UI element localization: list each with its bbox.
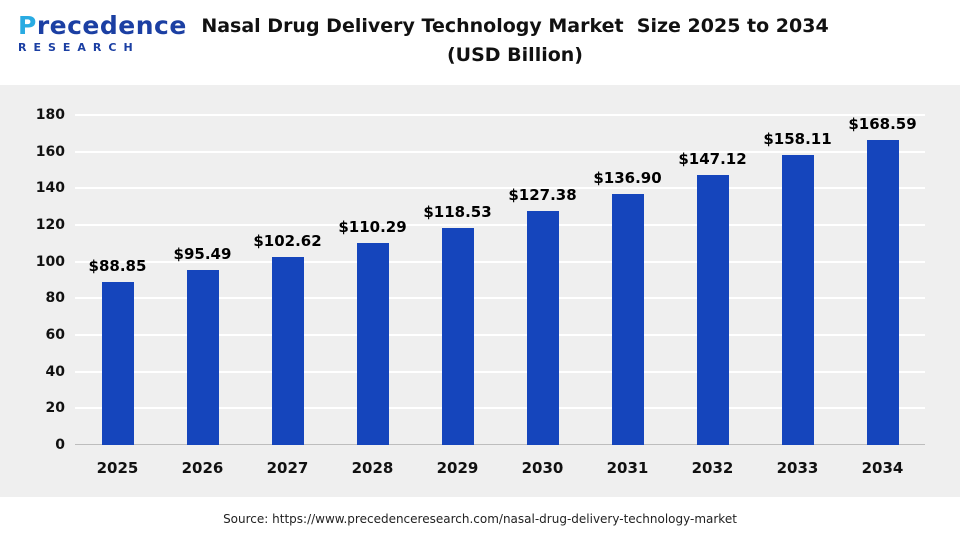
source-text: Source: https://www.precedenceresearch.c… xyxy=(223,511,737,526)
y-tick-label: 160 xyxy=(35,143,65,160)
gridline xyxy=(75,297,925,300)
x-tick-label: 2031 xyxy=(606,459,649,477)
gridline xyxy=(75,334,925,336)
x-tick-label: 2034 xyxy=(861,459,904,477)
y-tick-label: 60 xyxy=(45,327,65,343)
precedence-research-logo: Precedence RESEARCH xyxy=(18,13,187,53)
y-tick-label: 140 xyxy=(35,180,65,197)
x-tick-label: 2028 xyxy=(351,459,394,477)
x-axis-labels: 2025 2026 2027 2028 2029 2030 2031 2032 2033 2034 xyxy=(75,445,925,477)
x-tick-label: 2030 xyxy=(521,459,564,477)
x-tick-label: 2032 xyxy=(691,459,734,477)
bar-value-label: $118.53 xyxy=(423,202,492,221)
gridline xyxy=(75,187,925,190)
bar-value-label: $102.62 xyxy=(253,231,322,250)
bar-column: $136.90 xyxy=(585,115,670,445)
bar-column: $127.38 xyxy=(500,115,585,445)
bar-value-label: $136.90 xyxy=(593,169,662,188)
y-tick-label: 20 xyxy=(45,400,65,417)
chart-title-line2: (USD Billion) xyxy=(447,44,583,67)
plot-stack: $88.85 $95.49 $102.62 $110.29 $118.53 $127.38… xyxy=(75,114,925,477)
bar xyxy=(441,227,474,445)
header: Precedence RESEARCH Nasal Drug Delivery … xyxy=(0,0,960,85)
gridline xyxy=(75,224,925,226)
y-tick-label: 0 xyxy=(55,437,65,453)
bar xyxy=(781,155,814,445)
bar xyxy=(271,256,304,445)
y-tick-label: 180 xyxy=(35,107,65,123)
x-tick-label: 2033 xyxy=(776,459,819,477)
chart-title-line1: Nasal Drug Delivery Technology Market Si… xyxy=(201,15,829,37)
bar-column: $102.62 xyxy=(245,115,330,445)
bar-value-label: $158.11 xyxy=(763,130,832,149)
y-tick-label: 80 xyxy=(45,290,65,307)
bar xyxy=(101,282,134,445)
x-axis-line xyxy=(75,444,925,445)
x-tick-label: 2029 xyxy=(436,459,479,477)
gridline xyxy=(75,260,925,263)
plot-area: $88.85 $95.49 $102.62 $110.29 $118.53 $127.38… xyxy=(75,114,925,445)
bar-column: $158.11 xyxy=(755,115,840,445)
bar-column: $118.53 xyxy=(415,115,500,445)
bar-value-label: $168.59 xyxy=(848,115,917,133)
bar xyxy=(866,140,899,445)
bar-column: $95.49 xyxy=(160,115,245,445)
bar-value-label: $95.49 xyxy=(173,244,232,263)
bar-value-label: $147.12 xyxy=(678,150,747,169)
y-axis: 0 20 40 60 80 100 120 140 160 180 xyxy=(20,107,75,453)
x-tick-label: 2026 xyxy=(181,459,224,477)
bar-column: $147.12 xyxy=(670,115,755,445)
bar xyxy=(611,194,644,445)
gridline xyxy=(75,407,925,410)
bar-column: $168.59 xyxy=(840,115,925,445)
gridline xyxy=(75,150,925,153)
bar xyxy=(186,269,219,445)
y-tick-label: 40 xyxy=(45,363,65,380)
bar-value-label: $127.38 xyxy=(508,186,577,205)
x-tick-label: 2027 xyxy=(266,459,309,477)
bar-value-label: $88.85 xyxy=(88,257,147,276)
y-tick-label: 120 xyxy=(35,217,65,233)
logo-name: Precedence xyxy=(18,11,187,40)
bar-value-label: $110.29 xyxy=(338,217,407,236)
bar xyxy=(356,242,389,445)
bar-column: $88.85 xyxy=(75,115,160,445)
bar xyxy=(526,211,559,445)
bar-column: $110.29 xyxy=(330,115,415,445)
logo-subtitle: RESEARCH xyxy=(18,41,140,54)
y-tick-label: 100 xyxy=(35,253,65,270)
x-tick-label: 2025 xyxy=(96,459,139,477)
bar xyxy=(696,175,729,445)
gridline xyxy=(75,370,925,373)
footer: Source: https://www.precedenceresearch.c… xyxy=(0,497,960,540)
bars-container: $88.85 $95.49 $102.62 $110.29 $118.53 $127.38… xyxy=(75,115,925,445)
chart-title: Nasal Drug Delivery Technology Market Si… xyxy=(170,12,860,71)
gridline xyxy=(75,114,925,116)
bar-chart: 0 20 40 60 80 100 120 140 160 180 $88.85 $95.49 $10… xyxy=(0,85,960,497)
